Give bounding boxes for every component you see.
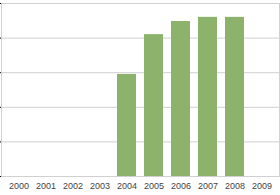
svg-text:2007: 2007 bbox=[198, 181, 218, 191]
svg-text:2002: 2002 bbox=[63, 181, 83, 191]
svg-text:2000: 2000 bbox=[9, 181, 29, 191]
svg-text:2004: 2004 bbox=[117, 181, 137, 191]
svg-text:2006: 2006 bbox=[171, 181, 191, 191]
svg-text:2009: 2009 bbox=[252, 181, 272, 191]
svg-text:2005: 2005 bbox=[144, 181, 164, 191]
svg-text:2003: 2003 bbox=[90, 181, 110, 191]
svg-text:2008: 2008 bbox=[225, 181, 245, 191]
svg-text:2001: 2001 bbox=[36, 181, 56, 191]
